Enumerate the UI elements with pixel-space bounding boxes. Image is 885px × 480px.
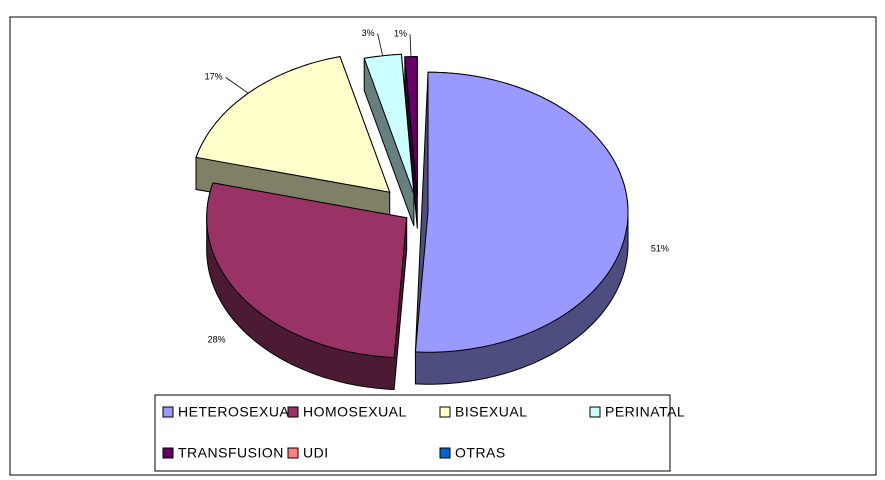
legend-label: TRANSFUSION	[178, 445, 284, 461]
legend-swatch	[287, 406, 299, 418]
slice	[414, 71, 629, 385]
leader-line	[377, 33, 384, 56]
leader-line	[225, 77, 249, 94]
legend-label: HETEROSEXUAL	[178, 404, 298, 420]
legend-label: HOMOSEXUAL	[303, 404, 407, 420]
legend-swatch	[162, 447, 174, 459]
legend-label: OTRAS	[455, 445, 506, 461]
data-label: 51%	[651, 243, 669, 253]
slice	[363, 53, 415, 227]
legend-label: UDI	[303, 445, 329, 461]
slice-top	[414, 71, 629, 353]
legend-label: PERINATAL	[605, 404, 685, 420]
data-label: 28%	[208, 335, 226, 345]
leader-line	[409, 34, 412, 57]
legend-box	[154, 394, 671, 472]
slice-top	[206, 182, 408, 359]
data-label: 3%	[362, 28, 375, 38]
legend-swatch	[287, 447, 299, 459]
legend-label: BISEXUAL	[455, 404, 527, 420]
data-label: 1%	[394, 29, 407, 39]
slice	[195, 56, 391, 225]
legend-swatch	[439, 447, 451, 459]
legend-swatch	[439, 406, 451, 418]
data-label: 17%	[205, 72, 223, 82]
legend-swatch	[589, 406, 601, 418]
legend-swatch	[162, 406, 174, 418]
slice-top	[363, 53, 415, 195]
slice-top	[195, 56, 391, 193]
slice	[206, 182, 408, 391]
